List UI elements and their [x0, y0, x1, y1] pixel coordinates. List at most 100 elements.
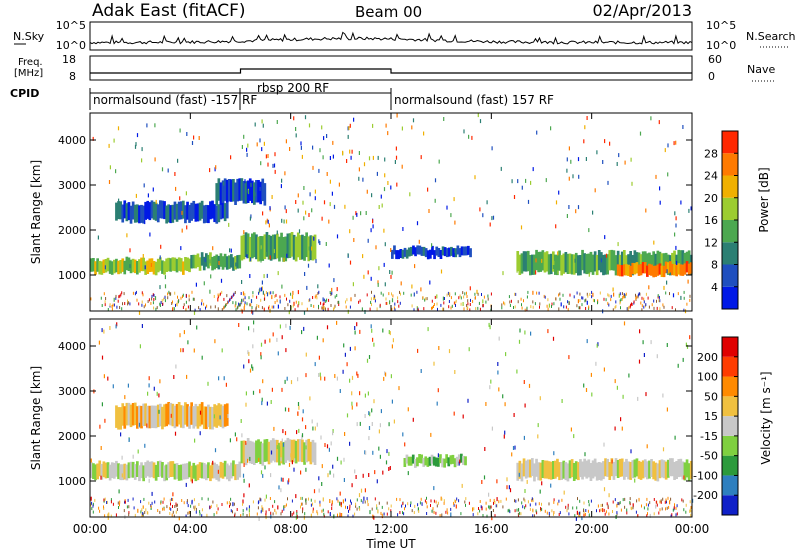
echo-cell [185, 191, 187, 196]
band-cell [179, 201, 183, 220]
echo-cell [358, 151, 360, 155]
echo-cell [285, 219, 288, 224]
noise-cell [373, 294, 375, 298]
noise-cell [234, 514, 236, 518]
echo-cell [113, 297, 115, 302]
echo-cell [532, 290, 534, 295]
echo-cell [120, 432, 122, 437]
noise-cell [622, 296, 624, 299]
band-cell [441, 246, 445, 256]
echo-cell [649, 513, 651, 518]
band-cell [223, 253, 227, 268]
band-cell [186, 201, 189, 220]
echo-cell [496, 497, 498, 502]
echo-cell [139, 344, 141, 349]
noise-cell [617, 502, 619, 505]
band-cell [560, 255, 563, 276]
echo-cell [241, 145, 243, 149]
echo-cell [688, 208, 690, 213]
noise-cell [423, 307, 425, 311]
echo-cell [266, 218, 268, 223]
echo-cell [183, 330, 185, 335]
band-cell [213, 204, 216, 223]
echo-cell [367, 238, 369, 243]
band-cell [633, 263, 637, 275]
noise-cell [252, 291, 254, 295]
noise-cell [150, 505, 152, 509]
echo-cell [101, 402, 103, 407]
echo-cell [248, 351, 250, 356]
echo-cell [301, 154, 303, 159]
noise-cell [124, 500, 125, 504]
band-cell [133, 464, 137, 480]
echo-cell [124, 395, 126, 400]
noise-cell [173, 307, 175, 311]
echo-cell [300, 141, 302, 146]
echo-cell [328, 263, 330, 268]
echo-cell [590, 372, 592, 377]
band-cell [179, 258, 183, 272]
noise-cell [653, 498, 655, 501]
noise-cell [509, 510, 511, 514]
band-cell [627, 264, 630, 276]
echo-cell [361, 307, 363, 312]
noise-cell [399, 301, 401, 305]
noise-cell [273, 305, 275, 309]
echo-cell [243, 134, 245, 139]
echo-cell [666, 269, 668, 274]
echo-cell [377, 155, 379, 160]
band-cell [687, 250, 691, 271]
echo-cell [376, 171, 378, 176]
noise-cell [239, 303, 241, 306]
echo-cell [175, 186, 177, 191]
noise-cell [534, 302, 536, 306]
echo-cell [393, 419, 395, 424]
echo-cell [186, 225, 188, 230]
echo-cell [372, 155, 374, 160]
noise-cell [248, 296, 250, 300]
noise-cell [567, 506, 569, 510]
noise-cell [111, 307, 113, 311]
echo-cell [356, 402, 358, 407]
time-axis: 00:00 04:00 08:00 12:00 16:00 20:00 00:00 [73, 113, 709, 536]
band-cell [411, 454, 415, 464]
band-cell [652, 251, 655, 272]
echo-cell [295, 200, 297, 204]
band-cell [458, 248, 462, 258]
band-cell [662, 253, 666, 274]
noise-cell [376, 506, 378, 510]
echo-cell [281, 438, 283, 443]
noise-cell [232, 510, 233, 514]
echo-cell [427, 187, 429, 192]
noise-cell [170, 292, 172, 296]
noise-cell [399, 511, 401, 514]
noise-cell [209, 505, 211, 509]
noise-cell [379, 303, 381, 307]
echo-cell [468, 347, 470, 352]
noise-cell [625, 292, 627, 296]
echo-cell [266, 401, 268, 406]
noise-cell [518, 514, 520, 518]
echo-cell [440, 496, 442, 501]
echo-cell [566, 157, 568, 162]
band-cell [144, 403, 147, 426]
band-cell [646, 265, 649, 277]
echo-cell [325, 242, 327, 246]
noise-cell [622, 498, 624, 502]
colorbar-tick-label: 20 [704, 192, 718, 205]
noise-cell [163, 297, 165, 301]
noise-cell [192, 297, 194, 301]
noise-cell [284, 505, 286, 508]
cpid-segment-2: rbsp 200 RF [257, 81, 329, 95]
echo-cell [384, 282, 386, 287]
echo-cell [297, 290, 299, 295]
echo-cell [662, 447, 665, 452]
noise-cell [104, 497, 106, 501]
echo-cell [690, 206, 692, 211]
noise-cell [232, 301, 234, 305]
echo-cell [129, 248, 131, 253]
noise-cell [648, 305, 650, 309]
noise-cell [246, 507, 248, 511]
noise-cell [475, 307, 477, 311]
echo-cell [297, 411, 299, 416]
